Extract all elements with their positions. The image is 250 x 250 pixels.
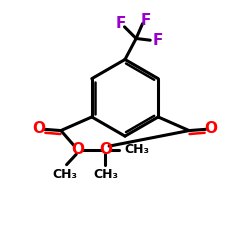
Text: F: F <box>116 16 126 31</box>
Text: CH₃: CH₃ <box>52 168 77 181</box>
Text: CH₃: CH₃ <box>124 143 149 156</box>
Text: O: O <box>72 142 85 157</box>
Text: O: O <box>204 121 218 136</box>
Text: O: O <box>32 121 46 136</box>
Text: F: F <box>152 34 163 48</box>
Text: F: F <box>140 13 151 28</box>
Text: O: O <box>99 142 112 157</box>
Text: CH₃: CH₃ <box>93 168 118 181</box>
